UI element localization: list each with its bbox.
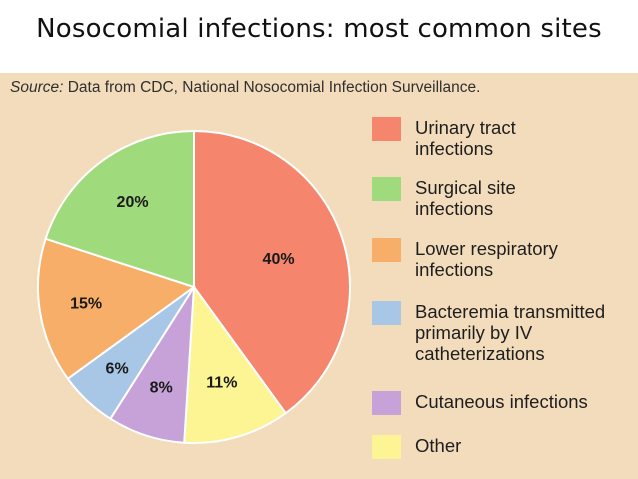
slide-title: Nosocomial infections: most common sites	[36, 14, 602, 44]
legend-swatch	[372, 391, 401, 415]
legend-item-cutaneous-infections: Cutaneous infections	[372, 391, 633, 415]
legend-label-line: Urinary tract	[415, 117, 516, 138]
legend-item-lower-respiratory-infections: Lower respiratory infections	[372, 238, 633, 280]
legend-label: Surgical site infections	[415, 177, 633, 219]
source-text: Data from CDC, National Nosocomial Infec…	[67, 79, 481, 96]
pie-label-lower-respiratory-infections: 15%	[70, 296, 102, 313]
legend-label-line: Bacteremia transmitted	[415, 301, 606, 322]
pie-slice-other	[183, 284, 288, 444]
legend-label-line: primarily by IV	[415, 322, 533, 343]
source-lead: Source:	[10, 79, 64, 96]
legend-swatch	[372, 177, 401, 201]
pie-label-bacteremia-transmitted-primarily-by-iv-catheterizations: 6%	[106, 360, 129, 377]
legend-label-line: infections	[415, 198, 494, 219]
legend-label-line: Cutaneous infections	[415, 391, 588, 412]
pie-slice-lower-respiratory-infections	[37, 237, 197, 381]
chart-panel: Source: Data from CDC, National Nosocomi…	[0, 73, 638, 479]
pie-label-cutaneous-infections: 8%	[150, 379, 173, 396]
pie-label-urinary-tract-infections: 40%	[263, 251, 295, 268]
legend-swatch	[372, 117, 401, 141]
pie-slice-surgical-site-infections	[44, 129, 195, 289]
legend-label-line: Lower respiratory	[415, 238, 558, 259]
legend-swatch	[372, 435, 401, 459]
legend-swatch	[372, 238, 401, 262]
pie-slices	[37, 129, 351, 444]
legend-swatch	[372, 301, 401, 325]
pie-chart: 40% 11% 8% 6% 15% 20%	[37, 129, 351, 444]
legend-label-line: catheterizations	[415, 343, 545, 364]
legend-label-line: infections	[415, 138, 494, 159]
legend-label: Lower respiratory infections	[415, 238, 633, 280]
legend-label-line: Surgical site	[415, 177, 516, 198]
legend-item-bacteremia-transmitted-primarily-by-iv-catheterizations: Bacteremia transmitted primarily by IV cat…	[372, 301, 633, 364]
legend-label-line: infections	[415, 259, 494, 280]
pie-label-other: 11%	[206, 374, 237, 391]
legend-label: Urinary tract infections	[415, 117, 633, 159]
legend-item-urinary-tract-infections: Urinary tract infections	[372, 117, 633, 159]
legend-item-surgical-site-infections: Surgical site infections	[372, 177, 633, 219]
legend-item-other: Other	[372, 435, 633, 459]
pie-labels: 40% 11% 8% 6% 15% 20%	[70, 194, 294, 396]
pie-slice-urinary-tract-infections	[193, 129, 351, 415]
pie-label-surgical-site-infections: 20%	[117, 194, 149, 211]
legend-label-line: Other	[415, 435, 462, 456]
legend-label: Other	[415, 435, 633, 456]
legend-label: Cutaneous infections	[415, 391, 633, 412]
legend-label: Bacteremia transmitted primarily by IV cat…	[415, 301, 633, 364]
source-note: Source: Data from CDC, National Nosocomi…	[10, 79, 480, 97]
